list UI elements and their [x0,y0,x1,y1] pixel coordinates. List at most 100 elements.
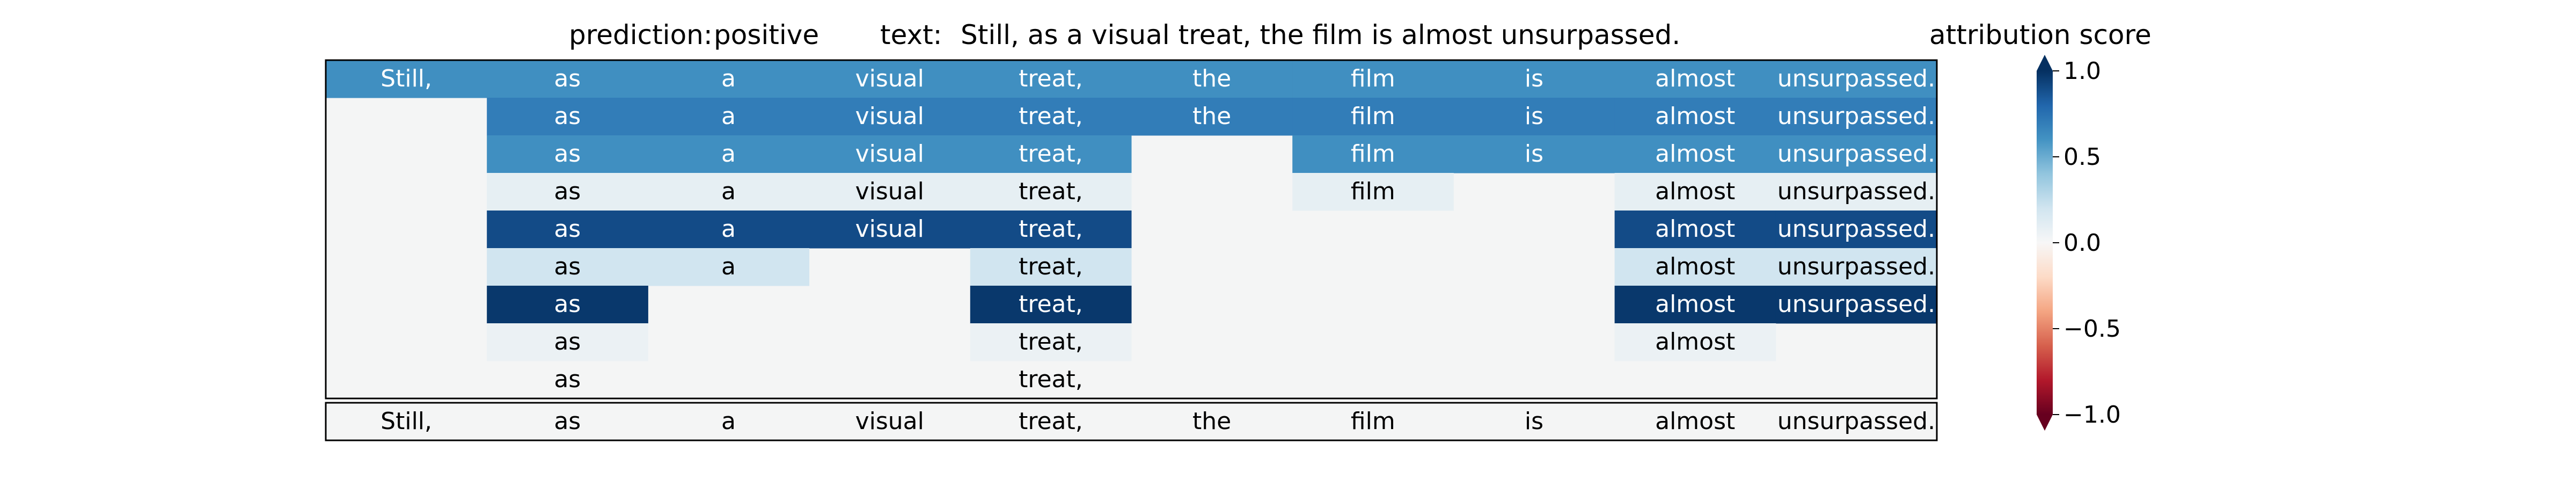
chart-title: prediction: positive text: Still, as a v… [569,19,1680,50]
heatmap-token-label: visual [855,140,924,168]
heatmap-token-label: Still, [380,65,432,92]
heatmap-cell [1292,173,1454,211]
heatmap-cell [809,173,971,211]
heatmap-cell [970,98,1132,136]
heatmap-cell [326,60,487,98]
heatmap-token-label: treat, [1019,328,1083,356]
heatmap-token-label: the [1192,65,1231,92]
heatmap-cell [648,135,810,173]
heatmap-token-label: film [1351,140,1395,168]
heatmap-cell [1775,286,1937,324]
heatmap-token-label: treat, [1019,103,1083,130]
colorbar-extend-min [2037,415,2053,431]
heatmap-token-label: visual [855,103,924,130]
heatmap-token-label: visual [855,215,924,243]
heatmap-token-label: treat, [1019,65,1083,92]
heatmap-token-label: almost [1655,328,1735,356]
heatmap-cell [1775,173,1937,211]
bottom-row-token: treat, [1019,408,1083,435]
heatmap-token-label: treat, [1019,291,1083,318]
bottom-row-frame [325,402,1938,441]
prediction-label: prediction: [569,19,713,50]
bottom-row-token: is [1525,408,1543,435]
heatmap-cell [648,211,810,249]
heatmap-cell [970,323,1132,361]
heatmap-token-label: film [1351,178,1395,205]
bottom-row-token: visual [855,408,924,435]
heatmap-cell [1614,135,1776,173]
heatmap-cell [648,248,810,286]
colorbar-tick-label: 0.5 [2063,143,2101,171]
heatmap-token-label: almost [1655,253,1735,280]
heatmap-grid: Still, as a visual treat, the film is almost unsu… [325,59,1938,400]
colorbar-ticks: 1.0 0.5 0.0 −0.5 −1.0 [2053,57,2121,429]
heatmap-cell [1292,135,1454,173]
text-label: text: [880,19,942,50]
heatmap-cell [487,248,648,286]
heatmap-cell [970,286,1132,324]
heatmap-cell [648,60,810,98]
heatmap-token-label: visual [855,178,924,205]
heatmap-token-label: almost [1655,178,1735,205]
heatmap-token-label: as [554,65,581,92]
heatmap-token-label: almost [1655,103,1735,130]
heatmap-token-label: treat, [1019,215,1083,243]
heatmap-token-label: is [1525,140,1543,168]
heatmap-cell [1775,60,1937,98]
heatmap-cell [1614,173,1776,211]
heatmap-cell [648,173,810,211]
bottom-row-token: the [1192,408,1231,435]
heatmap-token-label: unsurpassed. [1777,291,1935,318]
heatmap-token-label: unsurpassed. [1777,178,1935,205]
heatmap-cell [970,173,1132,211]
heatmap-cell [1614,211,1776,249]
colorbar-tick-label: −0.5 [2063,315,2121,343]
heatmap-token-label: a [721,253,736,280]
heatmap-cell [970,248,1132,286]
heatmap-token-label: almost [1655,140,1735,168]
heatmap-token-label: unsurpassed. [1777,65,1935,92]
heatmap-cell [1614,60,1776,98]
heatmap-token-label: almost [1655,215,1735,243]
heatmap-cell [970,211,1132,249]
colorbar-label: attribution score [1929,19,2151,50]
colorbar: attribution score 1.0 0.5 0.0 −0.5 −1.0 [1929,19,2151,431]
heatmap-cell [1614,323,1776,361]
heatmap-token-label: the [1192,103,1231,130]
heatmap-cell [1131,60,1293,98]
heatmap-cell [487,135,648,173]
bottom-token-row: Still, as a visual treat, the film is almost unsu… [325,402,1938,441]
heatmap-token-label: as [554,291,581,318]
heatmap-token-label: almost [1655,65,1735,92]
colorbar-extend-max [2037,55,2053,71]
bottom-row-token: film [1351,408,1395,435]
heatmap-token-label: as [554,215,581,243]
heatmap-cell [487,323,648,361]
heatmap-cell [1292,60,1454,98]
colorbar-tick-label: 0.0 [2063,229,2101,257]
heatmap-cell [1614,286,1776,324]
heatmap-token-label: unsurpassed. [1777,103,1935,130]
heatmap-token-label: a [721,140,736,168]
heatmap-cell [1453,98,1615,136]
heatmap-token-label: as [554,253,581,280]
heatmap-token-label: treat, [1019,178,1083,205]
heatmap-cell [487,211,648,249]
heatmap-token-label: as [554,103,581,130]
text-value: Still, as a visual treat, the film is al… [961,19,1680,50]
heatmap-token-label: unsurpassed. [1777,253,1935,280]
heatmap-token-label: visual [855,65,924,92]
heatmap-cell [1453,135,1615,173]
prediction-value: positive [714,19,819,50]
heatmap-token-label: a [721,215,736,243]
heatmap-token-label: as [554,328,581,356]
heatmap-cell [1453,60,1615,98]
heatmap-token-label: almost [1655,291,1735,318]
heatmap-token-label: is [1525,103,1543,130]
heatmap-cell [1775,135,1937,173]
bottom-row-token: unsurpassed. [1777,408,1935,435]
heatmap-cell [970,60,1132,98]
heatmap-cell [1614,248,1776,286]
heatmap-cell [809,98,971,136]
